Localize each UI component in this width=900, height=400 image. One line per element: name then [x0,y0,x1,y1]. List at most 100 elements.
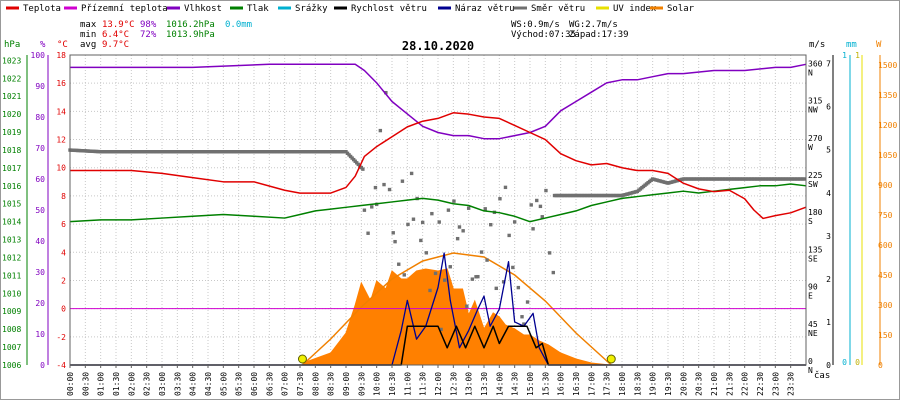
wind-direction-point [391,231,395,235]
axis-w-tick: 1500 [878,61,897,70]
time-tick-label: 00:00 [66,372,75,396]
axis-hpa-tick: 1014 [2,218,21,227]
axis-dir-label: SE [808,254,818,263]
wind-direction-point [529,203,533,207]
axis-pct-tick: 80 [35,113,45,122]
axis-dir-tick: 135 [808,245,823,254]
axis-pct-tick: 40 [35,237,45,246]
wind-direction-point [366,231,370,235]
chart-title: 28.10.2020 [402,39,474,53]
axis-hpa-tick: 1006 [2,361,21,370]
axis-temp-tick: 4 [61,248,66,257]
axis-hpa-tick: 1010 [2,289,21,298]
time-tick-label: 14:30 [511,372,520,396]
wind-direction-point [474,275,478,279]
axis-w-tick: 750 [878,211,893,220]
time-tick-label: 17:30 [603,372,612,396]
legend-label: Rychlost větru [351,4,427,14]
stat-min-humidity: 72% [140,30,157,40]
time-tick-label: 18:30 [633,372,642,396]
axis-time-unit: čas [814,370,830,381]
wind-direction-point [501,280,506,284]
legend-item: Náraz větru [438,4,515,14]
wind-direction-point [428,288,432,293]
axis-ms-tick: 5 [826,146,831,155]
axis-hpa-tick: 1011 [2,271,21,280]
time-tick-label: 09:30 [357,372,366,396]
wind-direction-point [498,197,502,201]
axis-pct-tick: 20 [35,299,45,308]
axis-hpa-tick: 1023 [2,56,21,65]
wind-direction-point [393,239,397,244]
axis-hpa-tick: 1020 [2,110,21,119]
time-tick-label: 08:30 [327,372,336,396]
axis-pct-tick: 60 [35,175,45,184]
axis-w-tick: 1200 [878,121,897,130]
wind-direction-point [446,208,451,212]
time-tick-label: 13:30 [480,372,489,396]
wind-direction-point [535,198,539,203]
wind-direction-point [540,215,544,219]
wind-speed-info: WS:0.9m/s [511,20,560,30]
wind-direction-point [378,128,383,133]
axis-dir-tick: 270 [808,134,823,143]
time-tick-label: 21:30 [725,372,734,396]
axis-dir-tick: 225 [808,171,823,180]
axis-ms-unit: m/s [809,40,825,50]
wind-direction-point [512,220,517,224]
axis-w-tick: 1050 [878,151,897,160]
wind-direction-point [361,167,365,171]
axis-dir-label: N [808,366,813,375]
wind-direction-point [433,271,438,276]
wind-direction-point [443,278,447,282]
time-tick-label: 14:00 [495,372,504,396]
time-tick-label: 10:00 [373,372,382,396]
axis-w-tick: 450 [878,271,893,280]
axis-dir-tick: 180 [808,208,823,217]
wind-direction-point [494,286,498,291]
axis-ms-tick: 0 [826,361,831,370]
wind-speed-line [70,325,806,366]
axis-ms-tick: 3 [826,232,831,241]
legend-item: Tlak [230,4,269,14]
legend-item: Solar [650,4,695,14]
legend-label: Solar [667,4,695,14]
axis-dir-label: SW [808,180,818,189]
time-tick-label: 19:30 [664,372,673,396]
axis-temp-tick: 12 [56,136,66,145]
time-tick-label: 11:30 [419,372,428,396]
axis-w-tick: 1350 [878,91,897,100]
axis-w-tick: 300 [878,301,893,310]
wind-direction-point [802,177,807,181]
axis-mm-tick: 1 [842,51,847,60]
wind-direction-points [68,90,807,332]
axis-hpa-tick: 1021 [2,92,21,101]
axis-temp-tick: -2 [56,333,66,342]
time-tick-label: 11:00 [403,372,412,396]
wind-direction-point [503,185,508,190]
time-tick-label: 07:30 [296,372,305,396]
wind-direction-point [485,258,489,262]
wind-direction-point [452,199,456,203]
time-tick-label: 02:30 [143,372,152,396]
wind-direction-point [387,187,392,192]
wind-direction-point [424,251,429,255]
legend-label: Srážky [295,4,328,14]
axis-hpa-unit: hPa [4,40,20,50]
wind-direction-point [448,265,452,269]
legend-item: Teplota [6,4,61,14]
axis-ms-tick: 2 [826,275,831,284]
axis-temp-unit: °C [57,40,68,50]
wind-direction-point [406,222,410,227]
time-tick-label: 06:00 [250,372,259,396]
wind-gust-info: WG:2.7m/s [569,20,618,30]
wind-direction-point [531,227,535,231]
axis-hpa-tick: 1012 [2,253,21,262]
axis-w-tick: 600 [878,241,893,250]
legend-label: UV index [613,4,657,14]
axis-uv-tick: 0 [855,358,860,367]
time-tick-label: 19:00 [649,372,658,396]
wind-direction-point [470,277,475,281]
wind-direction-point [511,265,515,270]
